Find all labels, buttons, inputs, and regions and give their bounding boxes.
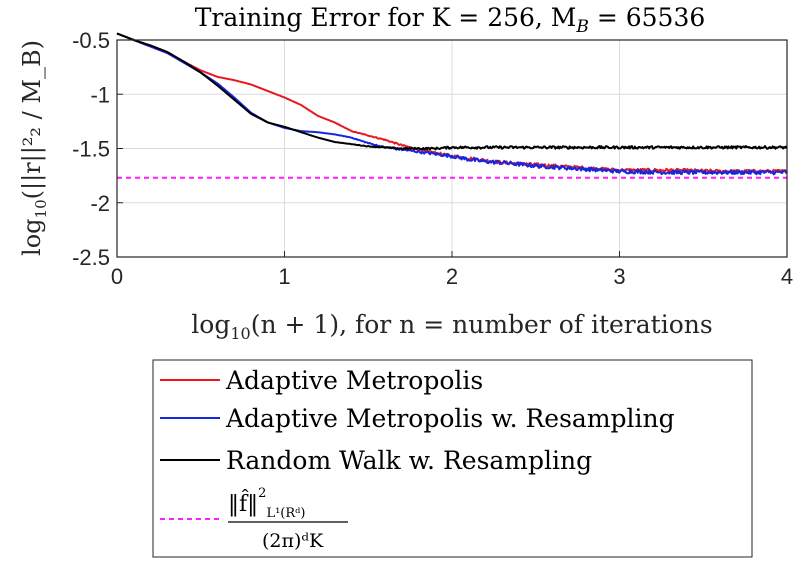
legend-label-adaptive-metropolis: Adaptive Metropolis [225,366,483,395]
legend-formula-denominator: (2π)ᵈK [262,530,324,552]
chart-title: Training Error for K = 256, MB = 65536 [195,3,706,37]
x-axis-ticks: 0 1 2 3 4 [111,251,793,289]
y-tick-label: -1.5 [72,137,110,162]
plot-area: 0 1 2 3 4 -2.5 -2 -1.5 -1 -0.5 [72,28,793,289]
series-layer [116,32,788,179]
legend-label-random-walk-resampling: Random Walk w. Resampling [226,446,592,475]
legend: Adaptive Metropolis Adaptive Metropolis … [152,359,753,558]
y-axis-ticks: -2.5 -2 -1.5 -1 -0.5 [72,28,123,270]
y-tick-label: -2.5 [72,245,110,270]
series-random-walk-resampling [116,32,788,151]
y-tick-label: -0.5 [72,28,110,53]
x-tick-label: 4 [781,264,793,289]
legend-box [152,359,753,558]
series-adaptive-metropolis-resampling [116,32,788,176]
x-tick-label: 2 [446,264,458,289]
legend-label-adaptive-metropolis-resampling: Adaptive Metropolis w. Resampling [225,404,675,433]
x-tick-label: 1 [278,264,290,289]
x-tick-label: 0 [111,264,123,289]
x-tick-label: 3 [613,264,625,289]
x-axis-label: log10(n + 1), for n = number of iteratio… [191,310,712,343]
y-tick-label: -2 [90,191,110,216]
y-axis-label: log10(||r||²₂ / M_B) [18,40,50,256]
legend-formula-numerator: ‖f̂‖2L¹(Rᵈ) [228,486,305,521]
y-tick-label: -1 [90,82,110,107]
